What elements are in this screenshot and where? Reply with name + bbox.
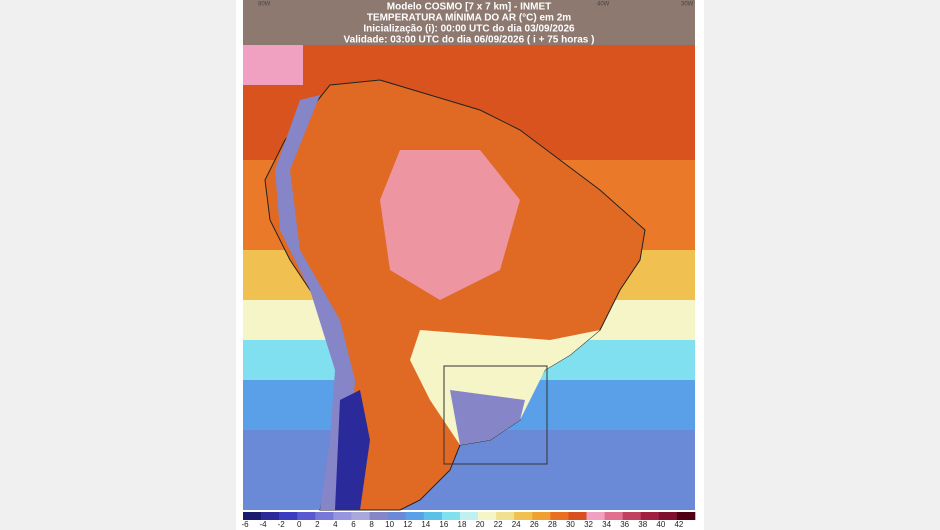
zoom-box [443, 365, 548, 465]
colorbar-swatch [550, 512, 569, 520]
header-band [243, 0, 695, 45]
colorbar-label: 30 [566, 520, 575, 529]
colorbar-swatch [622, 512, 642, 520]
blob [380, 150, 520, 300]
colorbar-swatch [405, 512, 425, 520]
colorbar-label: 42 [674, 520, 683, 529]
colorbar-label: 4 [333, 520, 338, 529]
colorbar-label: 2 [315, 520, 320, 529]
colorbar-label: 32 [584, 520, 593, 529]
andes [275, 95, 355, 510]
header-line: Inicialização (i): 00:00 UTC do dia 03/0… [363, 24, 575, 35]
colorbar-swatch [387, 512, 407, 520]
colorbar-label: 14 [421, 520, 430, 529]
colorbar-label: 24 [512, 520, 521, 529]
header-line: Modelo COSMO [7 x 7 km] - INMET [387, 2, 551, 13]
colorbar-swatch [568, 512, 587, 520]
colorbar-swatch [279, 512, 298, 520]
colorbar-swatch [333, 512, 352, 520]
colorbar-label: 10 [385, 520, 394, 529]
colorbar-swatch [478, 512, 497, 520]
colorbar-swatch [261, 512, 280, 520]
colorbar-label: 0 [297, 520, 302, 529]
colorbar-label: 22 [494, 520, 503, 529]
colorbar-label: 20 [476, 520, 485, 529]
colorbar-swatch [423, 512, 443, 520]
axis-label: 40W [597, 2, 610, 8]
colorbar-swatch [496, 512, 515, 520]
colorbar-label: 36 [620, 520, 629, 529]
colorbar-swatch [532, 512, 551, 520]
colorbar-swatch [459, 512, 479, 520]
axis-label: 30W [681, 2, 694, 8]
colorbar-label: 18 [458, 520, 467, 529]
colorbar-label: 28 [548, 520, 557, 529]
blob [450, 390, 525, 445]
colorbar-label: 12 [403, 520, 412, 529]
colorbar-label: 8 [369, 520, 374, 529]
colorbar-swatch [514, 512, 533, 520]
colorbar-swatch [351, 512, 370, 520]
header-line: Validade: 03:00 UTC do dia 06/09/2026 ( … [344, 35, 595, 46]
colorbar-swatch [676, 512, 696, 520]
colorbar-swatch [604, 512, 623, 520]
colorbar-swatch [640, 512, 660, 520]
axis-label: 80W [258, 2, 271, 8]
colorbar-label: 26 [530, 520, 539, 529]
andes-cold [335, 390, 370, 510]
colorbar-label: 16 [439, 520, 448, 529]
colorbar-label: -4 [260, 520, 268, 529]
colorbar-swatch [586, 512, 605, 520]
colorbar-swatch [369, 512, 388, 520]
colorbar: -6 -4 -2 0 2 4 6 8 10 12 14 16 18 20 22 24 26 28 30 32 34 36 3… [241, 512, 696, 529]
colorbar-label: -2 [278, 520, 286, 529]
header-line: TEMPERATURA MÍNIMA DO AR (°C) em 2m [367, 11, 571, 24]
map [243, 0, 695, 511]
colorbar-label: 40 [656, 520, 665, 529]
colorbar-swatch [315, 512, 334, 520]
colorbar-label: -6 [241, 520, 249, 529]
colorbar-swatch [243, 512, 262, 520]
colorbar-swatch [658, 512, 678, 520]
colorbar-label: 34 [602, 520, 611, 529]
colorbar-swatch [441, 512, 461, 520]
blob [243, 45, 303, 85]
colorbar-label: 6 [351, 520, 356, 529]
colorbar-label: 38 [638, 520, 647, 529]
colorbar-swatch [297, 512, 316, 520]
